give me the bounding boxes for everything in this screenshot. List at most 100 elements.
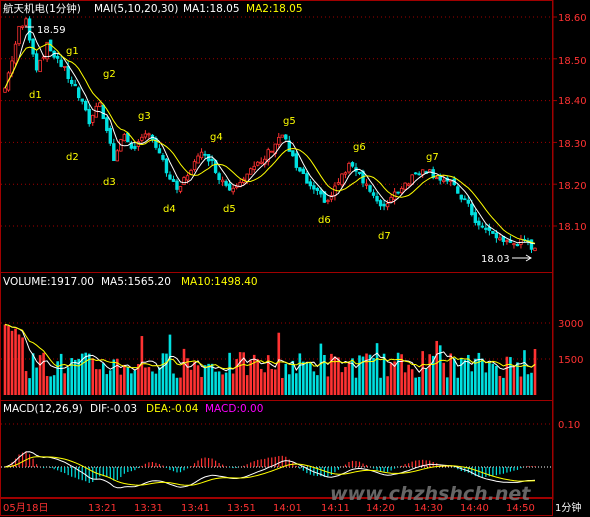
candle-body-16 [59,59,63,67]
volume-bar-92 [326,376,330,395]
candle-body-86 [305,173,309,184]
x-label-1341: 13:41 [181,503,210,514]
volume-bar-67 [238,352,242,395]
candle-body-83 [294,153,299,168]
volume-bar-0 [3,324,7,395]
volume-bars [3,324,537,395]
volume-bar-141 [498,375,502,395]
volume-bar-149 [526,374,530,395]
candle-body-121 [428,169,432,173]
volume-bar-27 [98,369,102,395]
candle-body-92 [326,200,330,203]
volume-bar-105 [372,357,375,395]
volume-bar-56 [200,376,203,395]
volume-bar-134 [474,358,477,395]
candle-body-18 [66,65,70,79]
volume-bar-86 [305,362,309,395]
candle-body-137 [484,227,488,230]
volume-bar-47 [168,334,172,395]
volume-bar-113 [400,354,403,395]
volume-bar-133 [470,371,474,395]
x-label-1430: 14:30 [414,503,443,514]
volume-bar-50 [179,377,182,395]
candle-body-78 [277,136,281,145]
price-y-ticks [553,16,557,227]
volume-ma10: MA10:1498.40 [181,276,258,288]
annotation-d7: d7 [378,231,391,242]
x-label-1331: 13:31 [134,503,163,514]
candle-body-61 [217,173,221,180]
period-label: 1分钟 [555,501,581,514]
volume-bar-33 [119,374,123,395]
candle-body-109 [385,203,390,208]
volume-bar-13 [49,376,52,395]
volume-bar-61 [217,371,221,395]
volume-bar-143 [505,356,509,395]
volume-bar-42 [151,371,154,395]
volume-bar-146 [516,362,519,395]
candle-body-105 [371,192,376,196]
volume-bar-119 [421,351,424,395]
volume-bar-81 [288,374,291,395]
volume-bar-129 [456,377,460,395]
y-tick-1860: 18.60 [558,13,587,24]
ma2-line [4,43,536,244]
volume-bar-151 [533,348,537,395]
volume-bar-2 [10,330,14,395]
volume-bar-55 [196,365,200,395]
candlesticks [3,16,537,253]
candle-body-65 [231,187,235,193]
candle-body-8 [31,38,35,55]
candle-body-15 [55,55,60,59]
candle-body-89 [315,188,320,191]
candle-body-139 [491,230,495,234]
volume-bar-16 [59,353,63,395]
candle-body-50 [178,186,183,192]
candle-body-19 [69,79,74,85]
volume-bar-99 [351,358,354,395]
volume-bar-137 [484,372,488,395]
volume-bar-103 [365,353,368,395]
candle-body-114 [403,182,407,190]
volume-bar-85 [302,361,305,395]
volume-bar-144 [509,357,512,395]
volume-bar-28 [101,363,105,395]
candle-body-136 [480,225,485,228]
candle-body-91 [322,191,327,203]
candle-body-54 [192,161,197,170]
candle-body-141 [498,237,502,241]
candle-body-84 [298,167,302,172]
x-label-1401: 14:01 [273,503,302,514]
macd-label: MACD(12,26,9) [3,403,83,415]
volume-bar-121 [428,354,432,395]
x-label-1450: 14:50 [506,503,535,514]
volume-bar-1 [7,325,10,395]
volume-bar-79 [280,377,284,395]
volume-bar-18 [66,367,70,395]
volume-bar-90 [319,343,323,395]
vol-tick-1500: 1500 [558,355,583,366]
candle-body-103 [364,183,369,186]
x-label-1420: 14:20 [366,503,395,514]
volume-bar-107 [379,377,382,395]
candle-body-101 [357,171,362,174]
candle-body-31 [112,143,116,161]
volume-bar-29 [105,374,109,395]
candle-body-140 [494,232,499,239]
annotation-g6: g6 [353,142,366,153]
y-tick-1810: 18.10 [558,222,587,233]
volume-bar-122 [431,355,435,395]
x-label-1440: 14:40 [460,503,489,514]
volume-bar-12 [45,376,49,395]
volume-bar-22 [80,353,84,395]
volume-ma10-line [4,324,536,370]
volume-bar-96 [340,372,344,395]
candle-body-130 [459,194,463,200]
volume-bar-116 [410,369,414,395]
annotation-d1: d1 [29,90,42,101]
candle-body-93 [329,195,334,200]
volume-bar-94 [333,356,337,395]
volume-bar-45 [161,353,165,395]
volume-bar-65 [231,373,235,395]
candle-body-99 [350,162,355,167]
